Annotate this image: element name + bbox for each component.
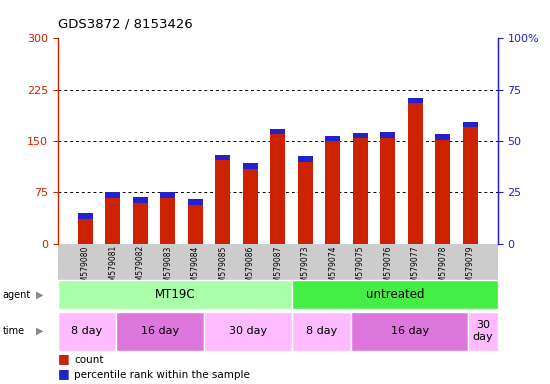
Bar	[435, 134, 450, 244]
Bar	[325, 136, 340, 141]
Bar	[298, 156, 313, 244]
Bar	[380, 132, 395, 244]
Text: 16 day: 16 day	[390, 326, 429, 336]
Bar	[243, 163, 258, 169]
Bar	[469, 312, 498, 351]
Bar	[215, 155, 230, 160]
Text: 8 day: 8 day	[72, 326, 103, 336]
Text: MT19C: MT19C	[155, 288, 195, 301]
Bar	[160, 192, 175, 244]
Bar	[351, 312, 469, 351]
Bar	[215, 155, 230, 244]
Text: agent: agent	[3, 290, 31, 300]
Bar	[293, 312, 351, 351]
Text: untreated: untreated	[366, 288, 425, 301]
Bar	[270, 129, 285, 134]
Bar	[160, 192, 175, 198]
Bar	[58, 280, 293, 309]
Bar	[188, 199, 203, 244]
Text: count: count	[74, 355, 104, 365]
Text: 30
day: 30 day	[473, 320, 493, 342]
Bar	[188, 199, 203, 205]
Bar	[243, 163, 258, 244]
Text: 30 day: 30 day	[229, 326, 267, 336]
Text: ▶: ▶	[36, 326, 43, 336]
Text: time: time	[3, 326, 25, 336]
Bar	[293, 280, 498, 309]
Text: ■: ■	[58, 367, 69, 380]
Bar	[78, 213, 93, 218]
Bar	[463, 122, 478, 127]
Bar	[380, 132, 395, 138]
Text: ■: ■	[58, 352, 69, 365]
Bar	[298, 156, 313, 162]
Bar	[325, 136, 340, 244]
Bar	[353, 133, 368, 244]
Bar	[117, 312, 205, 351]
Text: 8 day: 8 day	[306, 326, 337, 336]
Bar	[105, 192, 120, 244]
Bar	[78, 213, 93, 244]
Bar	[133, 197, 148, 244]
Text: 16 day: 16 day	[141, 326, 179, 336]
Bar	[353, 133, 368, 138]
Bar	[270, 129, 285, 244]
Bar	[408, 98, 423, 244]
Bar	[435, 134, 450, 140]
Text: ▶: ▶	[36, 290, 43, 300]
Bar	[58, 312, 117, 351]
Bar	[105, 192, 120, 198]
Text: percentile rank within the sample: percentile rank within the sample	[74, 370, 250, 380]
Bar	[463, 122, 478, 244]
Bar	[133, 197, 148, 203]
Bar	[205, 312, 293, 351]
Bar	[408, 98, 423, 103]
Text: GDS3872 / 8153426: GDS3872 / 8153426	[58, 17, 192, 30]
